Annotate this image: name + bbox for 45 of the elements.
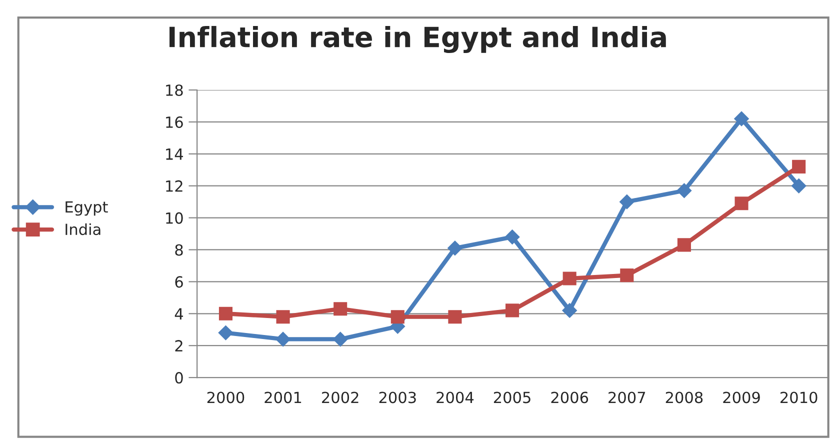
point (677, 238, 691, 252)
x-tick-label: 2010 (780, 392, 818, 404)
x-tick-label: 2007 (608, 392, 646, 404)
point (334, 302, 348, 316)
y-tick-label: 6 (175, 276, 183, 288)
point (218, 325, 234, 340)
legend-label: Egypt (66, 201, 108, 216)
x-tick-label: 2009 (723, 392, 760, 404)
legend-label: India (66, 223, 100, 236)
y-tick-label: 12 (166, 180, 182, 192)
y-tick-label: 4 (174, 308, 184, 320)
point (562, 272, 576, 286)
x-tick-label: 2008 (666, 392, 703, 404)
x-tick-label: 2003 (379, 392, 416, 404)
point (676, 183, 692, 198)
x-tick-label: 2002 (322, 392, 358, 404)
y-tick-label: 14 (166, 148, 184, 160)
point (448, 240, 462, 256)
point (734, 196, 748, 210)
point (276, 332, 290, 347)
point (734, 111, 749, 126)
x-tick-label: 2006 (551, 392, 588, 404)
point (504, 230, 520, 244)
point (792, 160, 806, 174)
point (390, 310, 404, 324)
point (506, 304, 520, 318)
point (620, 194, 634, 210)
x-tick-label: 2004 (436, 392, 474, 404)
point (448, 310, 462, 324)
point (218, 306, 232, 320)
point (562, 303, 577, 318)
point (276, 310, 290, 324)
point (332, 332, 348, 347)
y-tick-label: 2 (175, 340, 182, 352)
chart-title: Inflation rate in Egypt and India (169, 26, 666, 54)
y-tick-label: 18 (166, 84, 183, 96)
point (791, 178, 806, 194)
point (620, 268, 634, 282)
y-tick-label: 0 (175, 372, 183, 384)
x-tick-label: 2005 (494, 392, 530, 404)
y-tick-label: 16 (166, 116, 183, 128)
y-tick-label: 10 (166, 212, 183, 224)
x-tick-label: 2000 (207, 392, 244, 404)
x-tick-label: 2001 (264, 392, 302, 404)
y-tick-label: 8 (175, 244, 183, 256)
